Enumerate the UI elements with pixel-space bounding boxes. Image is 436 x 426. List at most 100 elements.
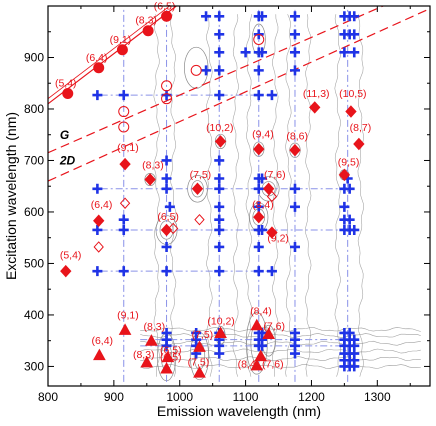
solid-reference-line	[48, 6, 178, 105]
contour-line	[285, 14, 292, 377]
blue-plus-marker	[349, 11, 360, 22]
blue-plus-marker	[253, 201, 264, 212]
blue-plus-marker	[161, 266, 172, 277]
blue-plus-marker	[289, 241, 300, 252]
blue-plus-marker	[214, 155, 225, 166]
filled-circle-marker	[116, 44, 128, 56]
blue-plus-marker	[257, 47, 268, 58]
reference-lines-layer	[48, 6, 430, 182]
blue-plus-marker	[92, 183, 103, 194]
y-tick-label: 900	[24, 50, 44, 64]
contour-line	[245, 312, 268, 375]
blue-plus-marker	[289, 65, 300, 76]
blue-plus-marker	[253, 183, 264, 194]
diamond-point-label: (9,1)	[117, 142, 139, 154]
blue-plus-marker	[344, 214, 355, 225]
triangle-point-label: (6,4)	[91, 335, 113, 347]
filled-triangle-marker	[214, 326, 227, 338]
filled-circle-marker	[93, 62, 105, 74]
filled-diamond-marker	[338, 168, 351, 182]
y-tick-label: 800	[24, 102, 44, 116]
blue-plus-marker	[118, 266, 129, 277]
diamond-point-label: (6,5)	[157, 211, 179, 223]
blue-plus-marker	[214, 224, 225, 235]
blue-plus-marker	[201, 65, 212, 76]
contour-line	[357, 14, 365, 377]
filled-diamond-marker	[60, 264, 72, 278]
diamond-point-label: (8,7)	[350, 122, 372, 134]
blue-plus-marker	[214, 214, 225, 225]
blue-plus-marker	[214, 241, 225, 252]
blue-plus-marker	[92, 224, 103, 235]
open-diamond-marker	[266, 190, 278, 203]
open-diamond-marker	[167, 222, 179, 235]
open-diamond-marker	[119, 197, 131, 209]
blue-plus-marker	[118, 90, 129, 101]
blue-plus-marker	[161, 241, 172, 252]
solid-reference-line	[48, 6, 171, 100]
contour-line	[140, 356, 421, 362]
triangle-point-label: (8,3)	[133, 349, 155, 361]
diamond-point-label: (7,6)	[264, 169, 286, 181]
blue-plus-marker	[214, 266, 225, 277]
circle-point-label: (9,1)	[110, 34, 132, 46]
blue-plus-marker	[349, 361, 360, 372]
x-tick-label: 1100	[233, 390, 259, 404]
filled-triangle-marker	[93, 348, 106, 361]
triangle-point-label: (10,2)	[207, 316, 234, 328]
x-tick-label: 1000	[166, 390, 193, 404]
open-circle-marker	[253, 33, 265, 45]
blue-plus-marker	[266, 90, 277, 101]
blue-plus-marker	[161, 155, 172, 166]
blue-plus-marker	[257, 11, 268, 22]
contour-line	[140, 363, 421, 369]
contour-line	[232, 14, 239, 377]
blue-plus-marker	[289, 348, 300, 359]
triangle-point-label: (9,1)	[117, 310, 139, 322]
contour-line	[140, 333, 421, 338]
x-tick-label: 1200	[298, 390, 325, 404]
blue-plus-marker	[214, 183, 225, 194]
reference-line-label: 2D	[59, 154, 76, 168]
triangle-point-label: (6,5)	[160, 345, 182, 357]
filled-diamond-marker	[266, 226, 278, 239]
diamond-point-label: (11,3)	[303, 88, 330, 100]
triangle-point-label: (8,4)	[238, 358, 260, 370]
filled-circle-marker	[62, 88, 74, 100]
filled-diamond-marker	[262, 182, 275, 196]
filled-diamond-marker	[119, 157, 131, 171]
blue-plus-marker	[214, 47, 225, 58]
diamond-point-label: (7,5)	[190, 169, 212, 181]
blue-plus-marker	[161, 183, 172, 194]
filled-diamond-marker	[309, 101, 321, 114]
open-circle-marker	[190, 64, 202, 76]
blue-plus-marker	[253, 65, 264, 76]
blue-plus-marker	[257, 173, 268, 184]
contour-line	[140, 348, 421, 354]
diamond-point-label: (8,3)	[142, 160, 164, 172]
triangle-point-label: (7,6)	[262, 358, 284, 370]
blue-plus-marker	[214, 29, 225, 40]
contour-line	[304, 14, 312, 377]
filled-diamond-marker	[353, 137, 365, 151]
y-tick-label: 400	[24, 308, 44, 322]
blue-plus-marker	[214, 173, 225, 184]
point-labels-layer: (5,4)(6,4)(9,1)(8,3)(6,5)(5,4)(6,4)(9,1)…	[55, 0, 371, 370]
y-tick-label: 600	[24, 205, 44, 219]
blue-plus-marker	[118, 224, 129, 235]
filled-diamond-marker	[144, 173, 156, 186]
open-diamond-marker	[194, 213, 205, 226]
blue-plus-marker	[266, 266, 277, 277]
diamond-point-label: (5,4)	[60, 249, 82, 261]
blue-plus-marker	[349, 29, 360, 40]
diamond-point-label: (8,6)	[286, 130, 308, 142]
y-tick-label: 500	[24, 256, 44, 270]
blue-plus-marker	[240, 47, 251, 58]
blue-plus-marker	[214, 348, 225, 359]
contour-line	[169, 14, 177, 377]
blue-plus-marker	[339, 47, 350, 58]
circle-point-label: (8,3)	[135, 15, 157, 27]
filled-triangle-marker	[250, 358, 264, 371]
open-circle-marker	[161, 93, 173, 105]
